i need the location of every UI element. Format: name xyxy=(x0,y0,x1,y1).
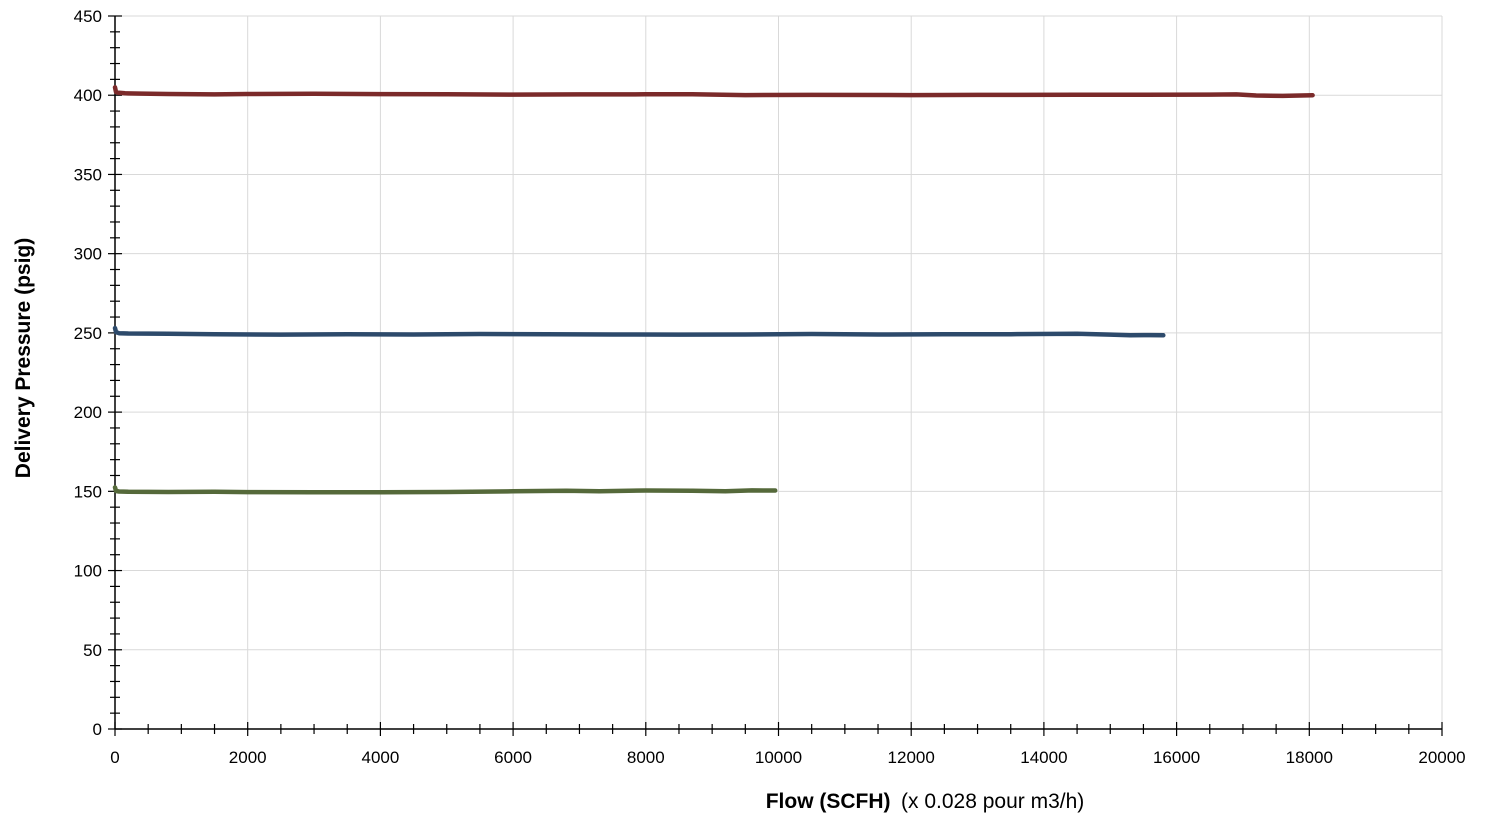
x-tick-label: 14000 xyxy=(1020,748,1067,767)
y-tick-label: 250 xyxy=(74,324,102,343)
y-tick-label: 200 xyxy=(74,403,102,422)
x-tick-label: 4000 xyxy=(361,748,399,767)
x-tick-label: 0 xyxy=(110,748,119,767)
x-tick-label: 8000 xyxy=(627,748,665,767)
y-tick-label: 400 xyxy=(74,86,102,105)
x-tick-label: 10000 xyxy=(755,748,802,767)
y-tick-label: 50 xyxy=(83,641,102,660)
series-line-3 xyxy=(112,485,778,495)
series-lines xyxy=(112,85,1315,495)
x-tick-label: 18000 xyxy=(1286,748,1333,767)
x-tick-label: 20000 xyxy=(1418,748,1465,767)
series-line-2 xyxy=(112,325,1166,338)
axes: 0 2000 4000 6000 8000 10000 12000 14000 16000 180… xyxy=(74,7,1466,767)
x-tick-label: 16000 xyxy=(1153,748,1200,767)
x-axis-label: Flow (SCFH) (x 0.028 pour m3/h) xyxy=(766,790,1085,813)
y-tick-label: 450 xyxy=(74,7,102,26)
x-tick-label: 6000 xyxy=(494,748,532,767)
y-tick-label: 350 xyxy=(74,165,102,184)
x-axis-label-main: Flow (SCFH) xyxy=(766,790,891,813)
axis-labels: Delivery Pressure (psig) Flow (SCFH) (x … xyxy=(12,238,1084,813)
y-tick-label: 0 xyxy=(93,720,102,739)
series-line-1 xyxy=(112,85,1315,99)
x-tick-label: 2000 xyxy=(229,748,267,767)
y-tick-label: 150 xyxy=(74,482,102,501)
y-tick-label: 100 xyxy=(74,562,102,581)
gridlines xyxy=(115,15,1443,729)
x-axis-label-note: (x 0.028 pour m3/h) xyxy=(901,790,1084,813)
y-tick-label: 300 xyxy=(74,245,102,264)
y-axis-label: Delivery Pressure (psig) xyxy=(12,238,35,478)
x-tick-label: 12000 xyxy=(888,748,935,767)
